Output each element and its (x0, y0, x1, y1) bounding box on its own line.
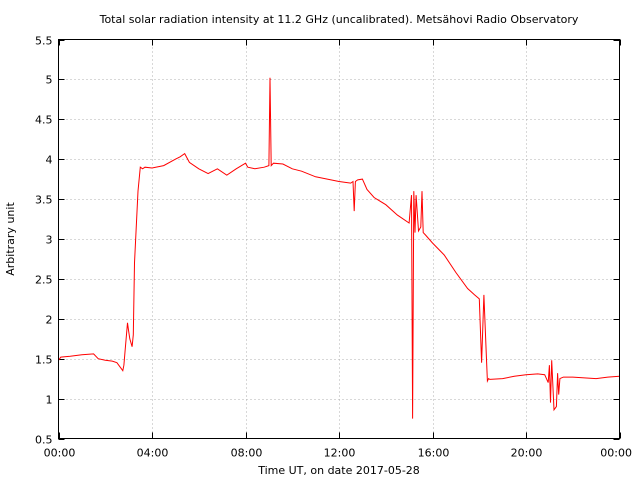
y-tick-label: 2.5 (35, 274, 53, 287)
y-tick-label: 4.5 (35, 114, 53, 127)
y-tick-label: 1 (46, 394, 53, 407)
x-axis-label: Time UT, on date 2017-05-28 (257, 464, 420, 477)
plot-frame (58, 39, 620, 439)
y-tick-label: 0.5 (35, 434, 53, 447)
x-tick-label: 04:00 (137, 447, 169, 460)
y-tick-label: 3.5 (35, 194, 53, 207)
series-line-0 (58, 77, 620, 419)
y-tick-label: 3 (46, 234, 53, 247)
y-tick-label: 4 (46, 154, 53, 167)
x-tick-label: 20:00 (511, 447, 543, 460)
y-tick-label: 5.5 (35, 35, 53, 48)
chart-title: Total solar radiation intensity at 11.2 … (99, 13, 579, 26)
x-tick-label: 16:00 (418, 447, 450, 460)
x-tick-label: 00:00 (44, 447, 76, 460)
y-tick-label: 5 (46, 74, 53, 87)
x-tick-label: 00:00 (600, 447, 632, 460)
y-tick-label: 1.5 (35, 354, 53, 367)
x-tick-label: 08:00 (231, 447, 263, 460)
grid-lines (58, 39, 620, 439)
y-axis-label: Arbitrary unit (4, 202, 17, 276)
y-tick-label: 2 (46, 314, 53, 327)
series-layer (58, 77, 620, 419)
axis-ticks: 0.5 1 1.5 2 2.5 3 3.5 4 4.5 5 5.5 00:00 04:00 08:00 12… (35, 35, 632, 460)
x-tick-label: 12:00 (324, 447, 356, 460)
